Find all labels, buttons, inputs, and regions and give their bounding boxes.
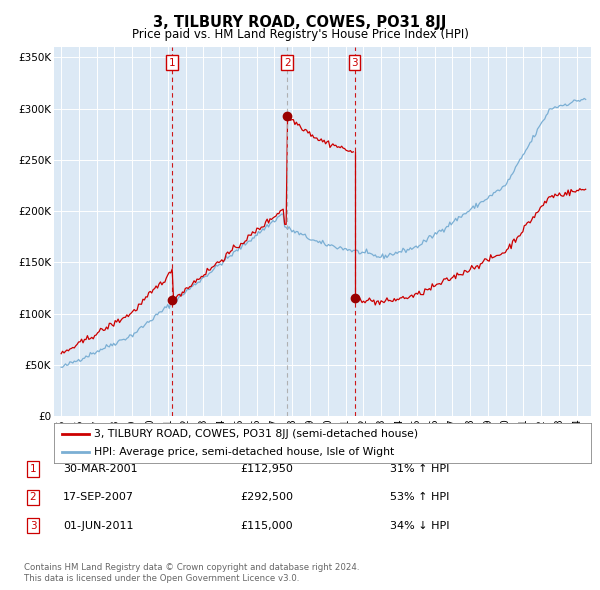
Text: 3, TILBURY ROAD, COWES, PO31 8JJ: 3, TILBURY ROAD, COWES, PO31 8JJ: [154, 15, 446, 30]
Text: 1: 1: [169, 58, 176, 68]
Text: 31% ↑ HPI: 31% ↑ HPI: [390, 464, 449, 474]
Text: 53% ↑ HPI: 53% ↑ HPI: [390, 493, 449, 502]
Text: 17-SEP-2007: 17-SEP-2007: [63, 493, 134, 502]
Text: 3, TILBURY ROAD, COWES, PO31 8JJ (semi-detached house): 3, TILBURY ROAD, COWES, PO31 8JJ (semi-d…: [94, 429, 418, 439]
Text: £292,500: £292,500: [240, 493, 293, 502]
Text: £115,000: £115,000: [240, 521, 293, 530]
Text: Price paid vs. HM Land Registry's House Price Index (HPI): Price paid vs. HM Land Registry's House …: [131, 28, 469, 41]
Text: HPI: Average price, semi-detached house, Isle of Wight: HPI: Average price, semi-detached house,…: [94, 447, 395, 457]
Text: 1: 1: [29, 464, 37, 474]
Text: 30-MAR-2001: 30-MAR-2001: [63, 464, 137, 474]
Text: 3: 3: [351, 58, 358, 68]
Text: 34% ↓ HPI: 34% ↓ HPI: [390, 521, 449, 530]
Text: £112,950: £112,950: [240, 464, 293, 474]
Text: 3: 3: [29, 521, 37, 530]
Text: This data is licensed under the Open Government Licence v3.0.: This data is licensed under the Open Gov…: [24, 574, 299, 583]
Text: 2: 2: [29, 493, 37, 502]
Text: 01-JUN-2011: 01-JUN-2011: [63, 521, 133, 530]
Text: 2: 2: [284, 58, 290, 68]
Text: Contains HM Land Registry data © Crown copyright and database right 2024.: Contains HM Land Registry data © Crown c…: [24, 563, 359, 572]
